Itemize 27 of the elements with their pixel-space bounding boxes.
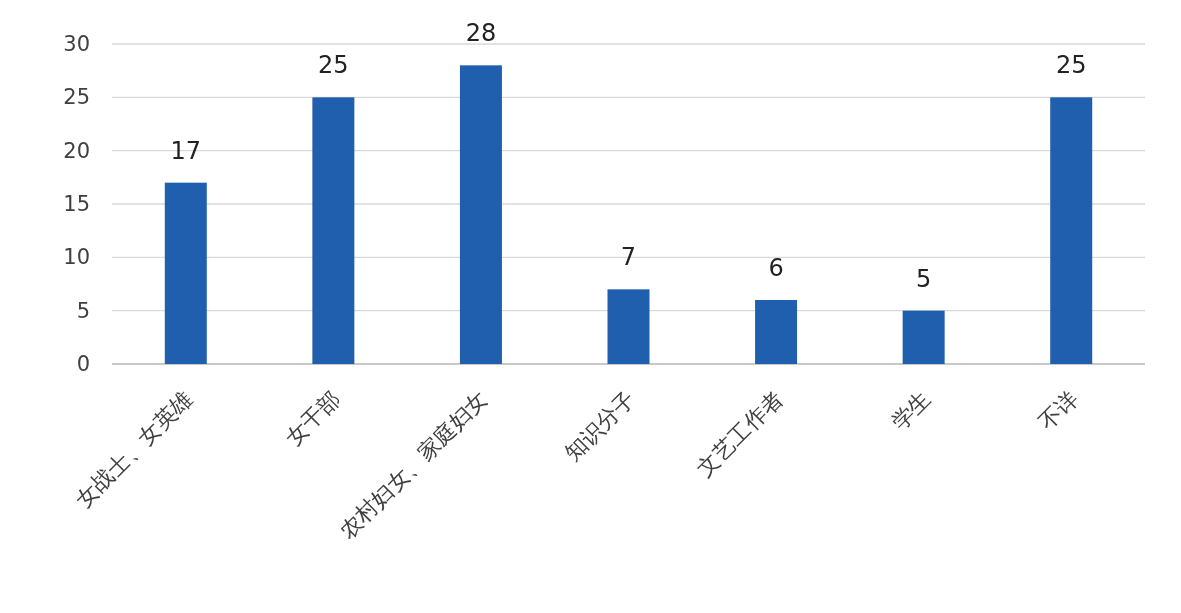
- data-label: 25: [1055, 51, 1087, 80]
- bar: [902, 310, 945, 364]
- data-label: 7: [620, 243, 637, 272]
- x-tick-label: 知识分子: [560, 385, 641, 466]
- x-tick-label: 不详: [1033, 385, 1083, 435]
- y-tick-label: 30: [63, 32, 90, 56]
- bar: [459, 65, 502, 364]
- y-tick-label: 0: [76, 352, 90, 376]
- bar: [755, 300, 798, 364]
- y-tick-label: 25: [63, 85, 90, 110]
- y-tick-label: 15: [63, 192, 90, 216]
- bar: [607, 289, 650, 364]
- y-tick-label: 10: [63, 245, 90, 270]
- bar: [1050, 97, 1093, 364]
- x-tick-label: 女干部: [280, 385, 345, 451]
- data-label: 17: [170, 136, 202, 165]
- data-label: 28: [465, 19, 497, 48]
- x-tick-label: 学生: [886, 385, 936, 435]
- bar: [312, 97, 355, 364]
- y-tick-label: 20: [63, 138, 90, 163]
- bar: [164, 182, 207, 364]
- y-tick-label: 5: [76, 298, 90, 323]
- data-label: 25: [318, 51, 349, 80]
- data-label: 6: [768, 254, 784, 282]
- data-label: 5: [916, 264, 932, 293]
- x-tick-label: 女战士、女英雄: [70, 385, 198, 513]
- x-tick-label: 文艺工作者: [692, 385, 788, 482]
